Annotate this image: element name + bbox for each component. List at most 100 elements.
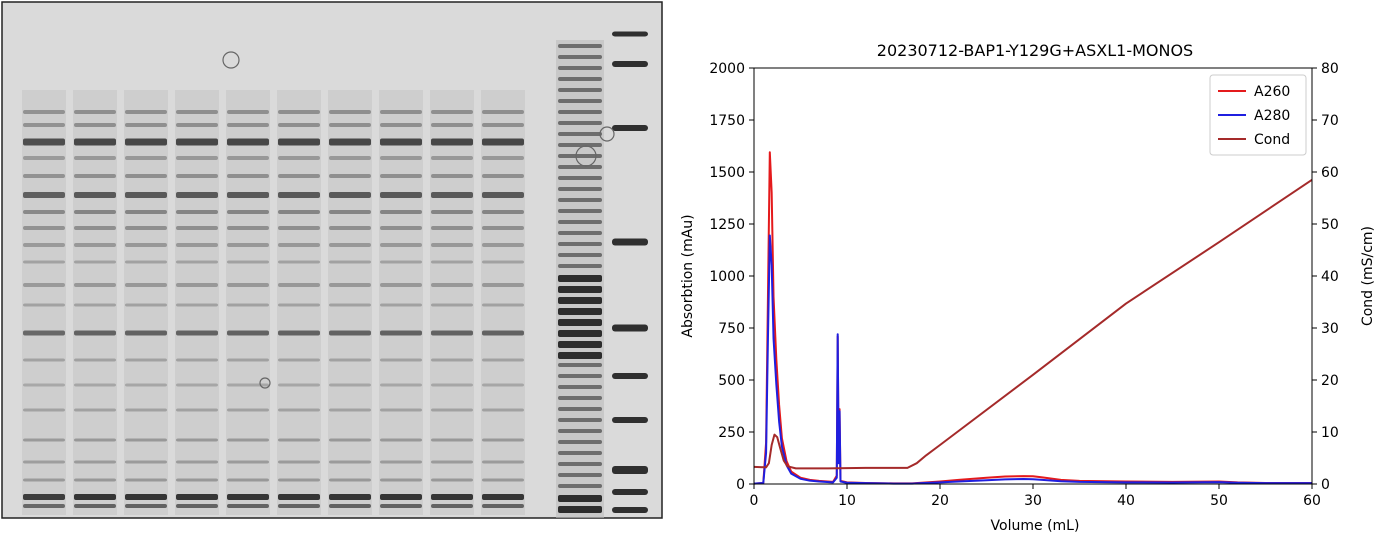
gel-band xyxy=(380,123,422,127)
y-right-tick-label: 30 xyxy=(1321,321,1339,337)
gel-band xyxy=(227,156,269,160)
gel-band xyxy=(431,192,473,198)
gel-ladder-band xyxy=(558,154,602,158)
gel-band xyxy=(329,226,371,230)
gel-band xyxy=(431,123,473,127)
gel-band xyxy=(74,330,116,336)
gel-ladder-band xyxy=(558,319,602,326)
gel-band xyxy=(74,210,116,214)
gel-marker-band xyxy=(612,373,648,379)
gel-band xyxy=(482,383,524,387)
gel-ladder-band xyxy=(558,132,602,136)
gel-ladder-band xyxy=(558,308,602,315)
y-right-tick-label: 70 xyxy=(1321,113,1339,129)
gel-band xyxy=(380,383,422,387)
gel-band xyxy=(482,192,524,198)
gel-band xyxy=(227,260,269,264)
gel-band xyxy=(227,408,269,412)
gel-band xyxy=(380,138,422,146)
gel-band xyxy=(227,210,269,214)
gel-band xyxy=(176,123,218,127)
gel-band xyxy=(329,438,371,442)
gel-band xyxy=(380,460,422,464)
gel-band xyxy=(482,330,524,336)
gel-band xyxy=(23,243,65,247)
gel-band xyxy=(74,260,116,264)
gel-band xyxy=(23,138,65,146)
gel-band xyxy=(380,330,422,336)
gel-band xyxy=(23,408,65,412)
gel-band xyxy=(278,383,320,387)
gel-band xyxy=(74,478,116,482)
gel-ladder-band xyxy=(558,143,602,147)
gel-band xyxy=(176,330,218,336)
gel-band xyxy=(23,123,65,127)
gel-ladder-band xyxy=(558,297,602,304)
gel-ladder-band xyxy=(558,352,602,359)
gel-band xyxy=(23,460,65,464)
gel-band xyxy=(431,408,473,412)
gel-band xyxy=(23,110,65,114)
gel-band xyxy=(176,358,218,362)
gel-band xyxy=(227,504,269,508)
y-left-tick-label: 1500 xyxy=(709,165,745,181)
gel-band xyxy=(329,260,371,264)
series-line-cond xyxy=(753,178,1313,470)
gel-lane xyxy=(328,90,372,515)
gel-band xyxy=(23,226,65,230)
gel-band xyxy=(176,174,218,178)
x-tick-label: 50 xyxy=(1210,493,1228,509)
gel-marker-band xyxy=(612,466,648,474)
gel-ladder-band xyxy=(558,341,602,348)
chromatogram-chart: 20230712-BAP1-Y129G+ASXL1-MONOS Volume (… xyxy=(666,0,1388,546)
gel-band xyxy=(329,358,371,362)
gel-ladder-band xyxy=(558,66,602,70)
gel-ladder-band xyxy=(558,187,602,191)
gel-ladder-band xyxy=(558,220,602,224)
gel-ladder-band xyxy=(558,275,602,282)
gel-band xyxy=(329,494,371,500)
gel-band xyxy=(227,226,269,230)
gel-band xyxy=(125,226,167,230)
gel-band xyxy=(176,478,218,482)
gel-band xyxy=(176,226,218,230)
gel-band xyxy=(227,494,269,500)
gel-band xyxy=(431,110,473,114)
y-right-tick-label: 20 xyxy=(1321,373,1339,389)
gel-band xyxy=(380,192,422,198)
gel-band xyxy=(227,123,269,127)
gel-band xyxy=(380,504,422,508)
gel-ladder-band xyxy=(558,495,602,502)
gel-band xyxy=(329,478,371,482)
gel-ladder-band xyxy=(558,462,602,466)
gel-band xyxy=(380,283,422,287)
gel-marker-band xyxy=(612,31,648,37)
gel-band xyxy=(125,438,167,442)
y-right-tick-label: 10 xyxy=(1321,425,1339,441)
gel-band xyxy=(125,174,167,178)
gel-band xyxy=(380,174,422,178)
gel-band xyxy=(278,260,320,264)
gel-band xyxy=(278,123,320,127)
gel-band xyxy=(329,504,371,508)
gel-band xyxy=(431,174,473,178)
gel-band xyxy=(278,226,320,230)
gel-band xyxy=(23,330,65,336)
x-tick-label: 20 xyxy=(931,493,949,509)
gel-band xyxy=(125,383,167,387)
gel-ladder-band xyxy=(558,484,602,488)
gel-band xyxy=(278,478,320,482)
gel-band xyxy=(431,438,473,442)
y-left-tick-label: 0 xyxy=(736,477,745,493)
gel-band xyxy=(125,494,167,500)
gel-band xyxy=(125,478,167,482)
gel-ladder-band xyxy=(558,506,602,513)
chart-title: 20230712-BAP1-Y129G+ASXL1-MONOS xyxy=(877,41,1193,60)
gel-band xyxy=(278,438,320,442)
gel-band xyxy=(176,243,218,247)
gel-band xyxy=(482,494,524,500)
gel-band xyxy=(74,358,116,362)
gel-band xyxy=(278,504,320,508)
gel-band xyxy=(125,123,167,127)
gel-band xyxy=(482,110,524,114)
